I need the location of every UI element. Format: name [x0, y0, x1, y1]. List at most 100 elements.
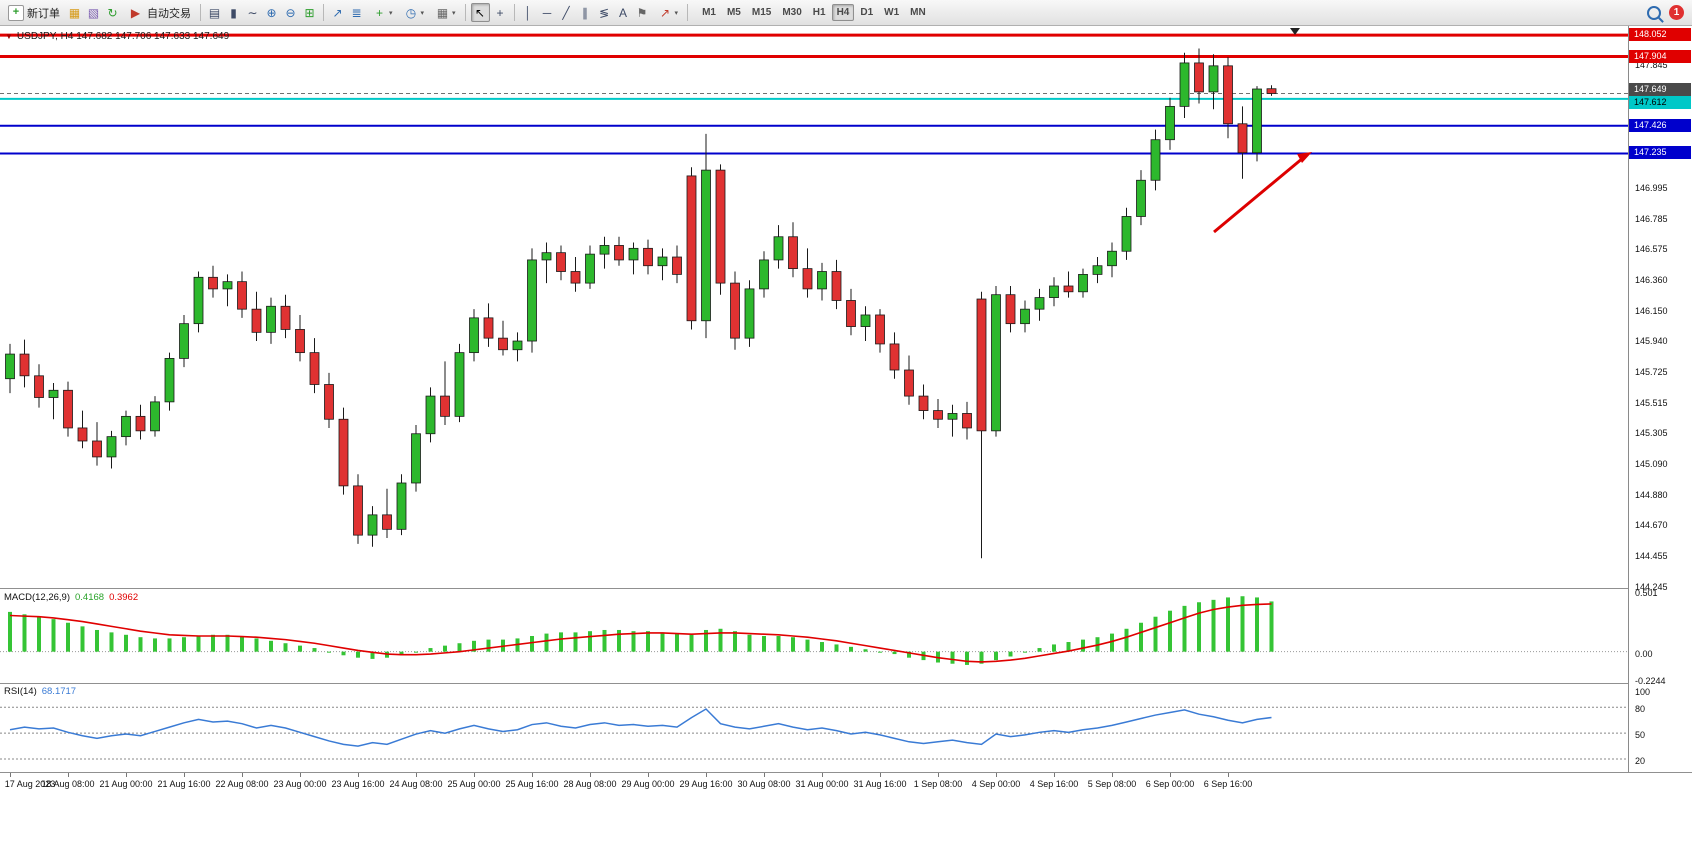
arrows-tool-button[interactable]: ↗ ▾ — [653, 3, 683, 23]
price-tag: 147.904 — [1629, 49, 1691, 63]
channel-icon[interactable]: ∥ — [582, 5, 589, 20]
text-tool-icon[interactable]: A — [619, 5, 628, 20]
profiles-icon[interactable]: ▧ — [87, 5, 100, 20]
timeframe-m5[interactable]: M5 — [722, 4, 746, 21]
date-label: 17 Aug 2023 — [4, 779, 56, 789]
rsi-panel[interactable] — [0, 683, 1628, 772]
rsi-label: RSI(14) 68.1717 — [4, 686, 76, 697]
time-axis[interactable]: 17 Aug 2023 18 Aug 08:00 21 Aug 00:00 21 Au… — [0, 772, 1692, 795]
price-label: 144.670 — [1635, 519, 1668, 530]
timeframe-h4[interactable]: H4 — [831, 4, 855, 21]
price-axis[interactable]: 147.845 146.995 146.785 146.575 146.360 146.1… — [1628, 26, 1692, 772]
date-label: 29 Aug 00:00 — [621, 779, 675, 789]
label-tool-icon[interactable]: ⚑ — [636, 5, 648, 20]
price-label: 146.360 — [1635, 275, 1668, 286]
date-label: 31 Aug 16:00 — [853, 779, 907, 789]
macd-label: MACD(12,26,9) 0.4168 0.3962 — [4, 592, 138, 603]
horizontal-line-icon[interactable]: ─ — [542, 5, 552, 20]
notification-badge[interactable]: 1 — [1669, 5, 1684, 20]
price-tag: 148.052 — [1629, 28, 1691, 42]
trend-arrow[interactable] — [1213, 156, 1304, 234]
date-label: 23 Aug 16:00 — [331, 779, 385, 789]
timeframe-m15[interactable]: M15 — [747, 4, 776, 21]
toolbar-right-group: 1 — [1647, 5, 1688, 20]
price-tag: 147.235 — [1629, 146, 1691, 160]
zoom-in-icon[interactable]: ⊕ — [266, 5, 277, 20]
date-tick — [68, 773, 69, 777]
timeframe-m30[interactable]: M30 — [777, 4, 806, 21]
macd-histogram — [8, 596, 1274, 665]
chevron-down-icon: ▾ — [452, 9, 456, 17]
templates-button[interactable]: ▦ ▾ — [430, 3, 460, 23]
date-tick — [184, 773, 185, 777]
macd-axis-label: 0.00 — [1635, 648, 1653, 659]
price-label: 146.150 — [1635, 305, 1668, 316]
chevron-down-icon: ▾ — [420, 9, 425, 17]
main-chart[interactable] — [0, 26, 1628, 588]
timeframe-group: M1 M5 M15 M30 H1 H4 D1 W1 MN — [697, 4, 931, 21]
timeframe-d1[interactable]: D1 — [855, 4, 878, 21]
rsi-line — [9, 708, 1272, 747]
date-tick — [996, 773, 997, 777]
date-tick — [126, 773, 127, 777]
refresh-icon[interactable]: ↻ — [107, 5, 118, 20]
new-order-label: 新订单 — [27, 7, 60, 20]
trendline-icon[interactable]: ╱ — [562, 5, 570, 20]
date-tick — [474, 773, 475, 777]
price-label: 144.880 — [1635, 489, 1668, 500]
date-label: 21 Aug 00:00 — [99, 779, 153, 789]
date-tick — [648, 773, 649, 777]
date-label: 21 Aug 16:00 — [157, 779, 211, 789]
rsi-axis-label: 100 — [1635, 687, 1651, 698]
add-indicator-button[interactable]: + ▾ — [367, 3, 397, 23]
price-label: 145.090 — [1635, 459, 1668, 470]
date-tick — [358, 773, 359, 777]
search-icon[interactable] — [1647, 5, 1661, 20]
indicator-list-icon[interactable]: ≣ — [351, 5, 362, 20]
chart-title: ▼ USDJPY, H4 147.682 147.706 147.633 147… — [5, 31, 229, 42]
date-label: 6 Sep 16:00 — [1203, 779, 1253, 789]
periods-button[interactable]: ◷ ▾ — [399, 3, 429, 23]
candlestick-chart-icon[interactable]: ▮ — [230, 5, 237, 20]
timeframe-h1[interactable]: H1 — [808, 4, 831, 21]
date-tick — [10, 773, 11, 777]
date-label: 4 Sep 16:00 — [1029, 779, 1079, 789]
macd-main-value: 0.4168 — [75, 592, 105, 603]
date-label: 25 Aug 00:00 — [447, 779, 501, 789]
crosshair-icon[interactable]: + — [496, 5, 504, 20]
tile-windows-icon[interactable]: ⊞ — [304, 5, 315, 20]
date-label: 5 Sep 08:00 — [1087, 779, 1137, 789]
date-label: 28 Aug 08:00 — [563, 779, 617, 789]
candlestick-series — [5, 48, 1277, 559]
rsi-axis-label: 20 — [1635, 756, 1646, 767]
price-label: 146.575 — [1635, 244, 1668, 255]
date-tick — [764, 773, 765, 777]
collapse-triangle-icon[interactable]: ▼ — [5, 32, 13, 41]
date-tick — [300, 773, 301, 777]
chevron-down-icon: ▾ — [389, 9, 393, 17]
autotrading-button[interactable]: ▶ 自动交易 — [123, 3, 195, 23]
trend-arrow-head[interactable] — [1297, 152, 1312, 163]
timeframe-w1[interactable]: W1 — [879, 4, 904, 21]
new-order-button[interactable]: + 新订单 — [4, 3, 64, 23]
date-label: 29 Aug 16:00 — [679, 779, 733, 789]
indicators-icon[interactable]: ↗ — [332, 5, 343, 20]
vertical-line-icon[interactable]: │ — [524, 5, 532, 20]
line-chart-icon[interactable]: ∼ — [247, 5, 258, 20]
toolbar-separator — [464, 4, 466, 21]
candlestick-chart — [0, 28, 1628, 559]
macd-panel[interactable] — [0, 588, 1628, 683]
arrow-shape-icon: ↗ — [660, 5, 671, 20]
date-tick — [1228, 773, 1229, 777]
timeframe-m1[interactable]: M1 — [697, 4, 721, 21]
date-label: 30 Aug 08:00 — [737, 779, 791, 789]
add-indicator-icon: + — [375, 5, 383, 20]
new-chart-icon[interactable]: ▦ — [68, 5, 81, 20]
zoom-out-icon[interactable]: ⊖ — [285, 5, 296, 20]
timeframe-mn[interactable]: MN — [905, 4, 931, 21]
fibonacci-icon[interactable]: ≶ — [599, 5, 610, 20]
cursor-icon[interactable]: ↖ — [470, 3, 490, 22]
date-label: 22 Aug 08:00 — [215, 779, 269, 789]
date-label: 18 Aug 08:00 — [41, 779, 95, 789]
bar-chart-icon[interactable]: ▤ — [208, 5, 221, 20]
